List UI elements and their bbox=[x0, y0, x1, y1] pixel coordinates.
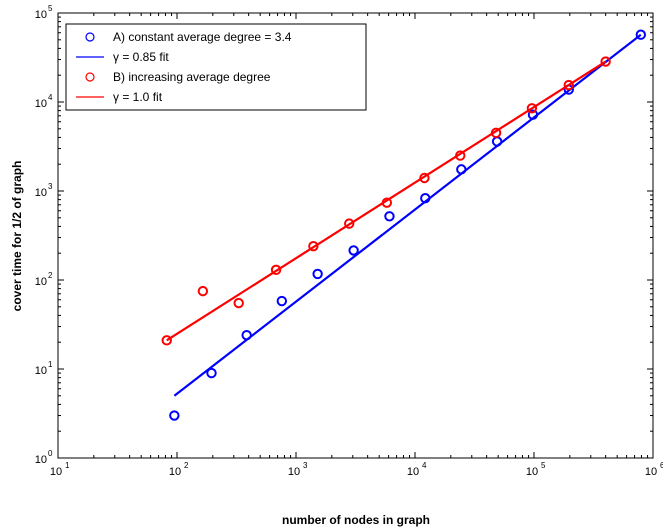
y-tick-label-base: 10 bbox=[35, 9, 47, 21]
point-series bbox=[169, 29, 647, 421]
x-tick-label-base: 10 bbox=[407, 466, 419, 478]
legend-marker-swatch bbox=[85, 32, 95, 42]
y-tick-label-exponent: 1 bbox=[48, 360, 53, 369]
x-tick-label-exponent: 2 bbox=[184, 461, 189, 470]
y-tick-label: 101 bbox=[35, 360, 53, 377]
plot-frame bbox=[57, 12, 654, 459]
y-tick-label: 103 bbox=[35, 182, 53, 199]
y-tick-label: 102 bbox=[35, 271, 53, 288]
legend-box bbox=[65, 23, 367, 111]
x-tick-label-base: 10 bbox=[50, 466, 62, 478]
x-axis-label: number of nodes in graph bbox=[282, 513, 430, 527]
y-tick-label-exponent: 0 bbox=[48, 449, 53, 458]
y-tick-label: 100 bbox=[35, 449, 53, 466]
data-point bbox=[161, 335, 172, 346]
legend-item: γ = 0.85 fit bbox=[76, 50, 169, 64]
data-point bbox=[600, 56, 611, 67]
x-tick-label-exponent: 6 bbox=[660, 461, 663, 470]
x-tick-label-exponent: 1 bbox=[65, 461, 70, 470]
data-point bbox=[563, 79, 574, 91]
data-point bbox=[348, 245, 359, 256]
legend-item: γ = 1.0 fit bbox=[76, 90, 163, 104]
legend-label: γ = 1.0 fit bbox=[113, 90, 163, 104]
data-point bbox=[312, 268, 323, 280]
legend-item: B) increasing average degree bbox=[85, 70, 271, 84]
x-tick-label-exponent: 4 bbox=[422, 461, 427, 470]
fit-line-series bbox=[166, 60, 607, 342]
y-tick-label-base: 10 bbox=[35, 98, 47, 110]
data-point bbox=[276, 295, 288, 307]
data-point bbox=[197, 285, 209, 297]
y-tick-label-base: 10 bbox=[35, 454, 47, 466]
plot-area-border bbox=[57, 12, 654, 459]
legend-item: A) constant average degree = 3.4 bbox=[85, 30, 292, 44]
y-tick-label-base: 10 bbox=[35, 276, 47, 288]
y-tick-label: 104 bbox=[35, 93, 53, 110]
x-tick-label-base: 10 bbox=[288, 466, 300, 478]
y-tick-label: 105 bbox=[35, 4, 53, 21]
y-tick-label-exponent: 5 bbox=[48, 4, 53, 13]
fit-line bbox=[173, 33, 642, 397]
fit-line-series bbox=[173, 33, 642, 397]
data-point bbox=[206, 367, 217, 379]
y-axis-label: cover time for 1/2 of graph bbox=[10, 161, 24, 312]
x-tick-label-exponent: 3 bbox=[303, 461, 308, 470]
x-tick-label-exponent: 5 bbox=[541, 461, 546, 470]
data-point bbox=[233, 297, 244, 309]
legend-label: B) increasing average degree bbox=[113, 70, 271, 84]
x-tick-label: 106 bbox=[645, 461, 663, 478]
data-point bbox=[270, 264, 282, 276]
data-point bbox=[635, 29, 647, 40]
data-point bbox=[308, 240, 319, 252]
series-layer bbox=[161, 29, 647, 421]
x-tick-label: 102 bbox=[169, 461, 189, 478]
data-point bbox=[419, 172, 430, 184]
x-tick-label: 105 bbox=[526, 461, 546, 478]
x-tick-label: 104 bbox=[407, 461, 427, 478]
x-tick-label-base: 10 bbox=[169, 466, 181, 478]
y-tick-label-exponent: 4 bbox=[48, 93, 53, 102]
x-tick-label-base: 10 bbox=[526, 466, 538, 478]
y-tick-label-base: 10 bbox=[35, 187, 47, 199]
legend-label: A) constant average degree = 3.4 bbox=[113, 30, 292, 44]
legend-marker-swatch bbox=[85, 72, 95, 82]
x-tick-label: 101 bbox=[50, 461, 70, 478]
legend: A) constant average degree = 3.4 γ = 0.85… bbox=[65, 23, 367, 111]
y-tick-label-base: 10 bbox=[35, 365, 47, 377]
y-tick-label-exponent: 2 bbox=[48, 271, 53, 280]
point-series bbox=[161, 56, 611, 346]
y-tick-label-exponent: 3 bbox=[48, 182, 53, 191]
legend-label: γ = 0.85 fit bbox=[113, 50, 169, 64]
data-point bbox=[169, 410, 180, 421]
data-point bbox=[384, 211, 395, 222]
data-point bbox=[526, 103, 538, 114]
x-tick-label-base: 10 bbox=[645, 466, 657, 478]
x-tick-label: 103 bbox=[288, 461, 308, 478]
fit-line bbox=[166, 60, 607, 342]
data-point bbox=[344, 218, 355, 229]
